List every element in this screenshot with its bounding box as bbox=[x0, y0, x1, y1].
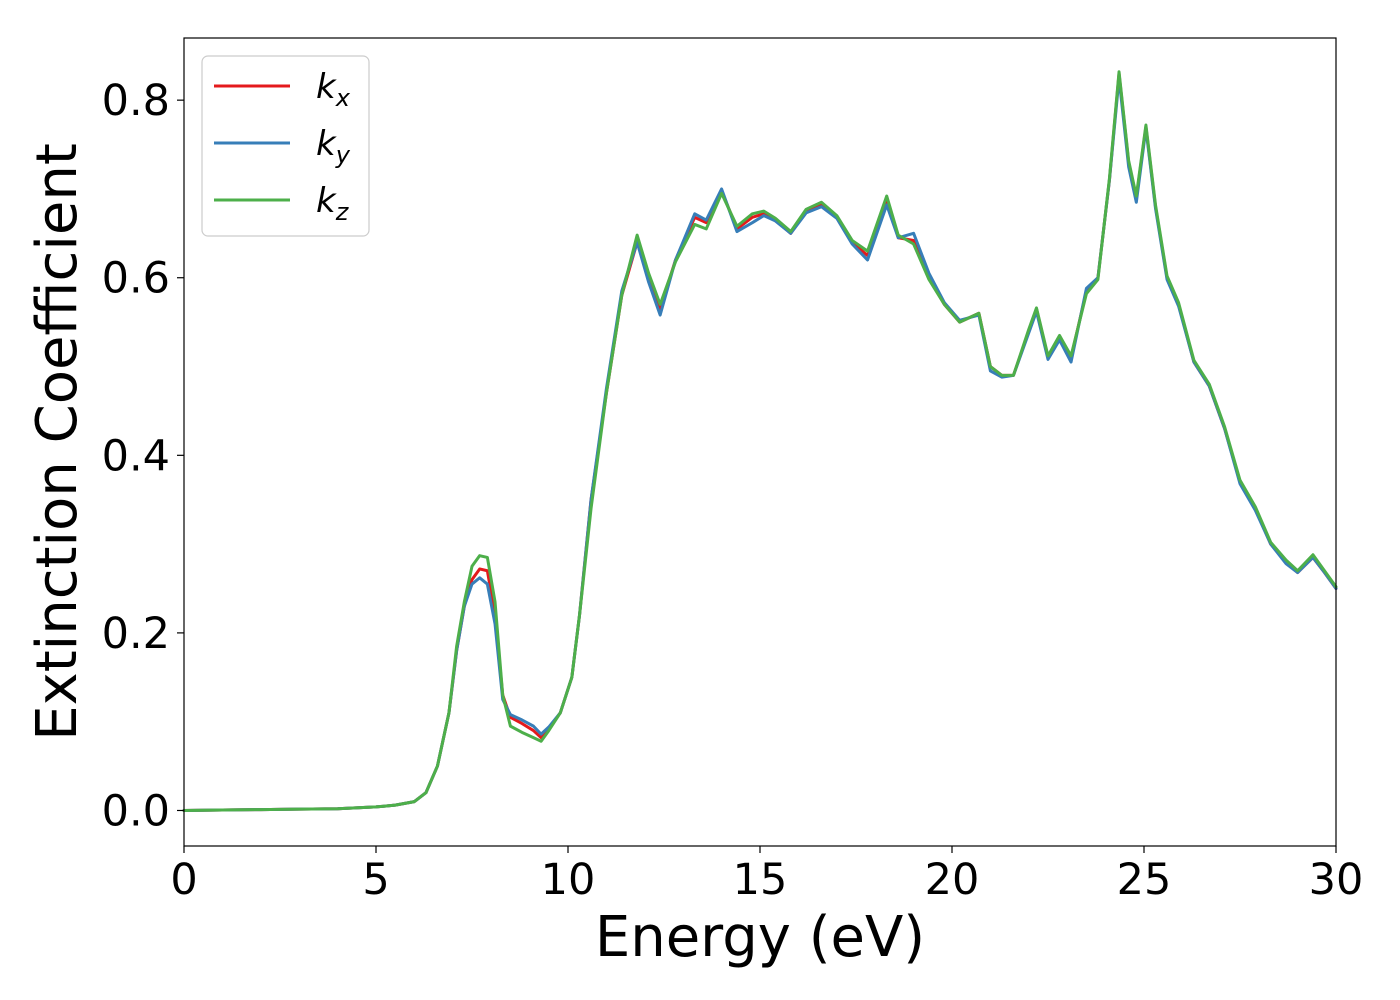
x-axis: 0 5 10 15 20 25 30 bbox=[170, 846, 1363, 905]
x-tick-label: 15 bbox=[733, 855, 788, 905]
x-tick-label: 0 bbox=[170, 855, 197, 905]
y-tick-label: 0.4 bbox=[102, 431, 170, 481]
legend-label-y: ky bbox=[316, 124, 351, 169]
x-tick-label: 25 bbox=[1117, 855, 1172, 905]
legend-box bbox=[201, 55, 370, 237]
series-layer bbox=[182, 70, 1338, 812]
series-line-z bbox=[182, 70, 1338, 812]
x-tick-label: 5 bbox=[362, 855, 389, 905]
y-tick-label: 0.2 bbox=[102, 609, 170, 659]
legend-label-z: kz bbox=[316, 181, 350, 226]
x-tick-label: 20 bbox=[925, 855, 980, 905]
x-tick-label: 10 bbox=[541, 855, 596, 905]
y-tick-label: 0.0 bbox=[102, 786, 170, 836]
y-tick-label: 0.6 bbox=[102, 254, 170, 304]
legend: kx ky kz bbox=[201, 55, 370, 237]
y-tick-label: 0.8 bbox=[102, 76, 170, 126]
x-axis-label: Energy (eV) bbox=[595, 905, 925, 970]
y-axis-label: Extinction Coefficient bbox=[25, 143, 90, 741]
y-axis: 0.0 0.2 0.4 0.6 0.8 bbox=[102, 76, 184, 836]
legend-label-x: kx bbox=[316, 67, 351, 112]
x-tick-label: 30 bbox=[1309, 855, 1364, 905]
